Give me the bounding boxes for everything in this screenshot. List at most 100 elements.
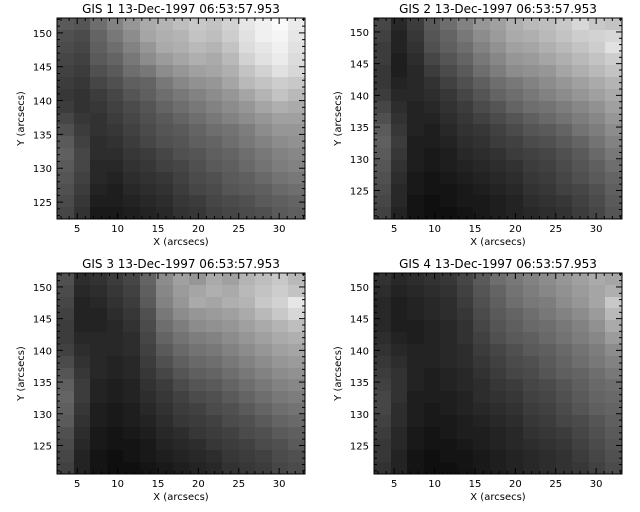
heatmap-cell [473,207,490,219]
heatmap-cell [57,450,74,462]
heatmap-cell [374,415,391,427]
heatmap-cell [473,332,490,344]
heatmap-cell [556,124,572,136]
heatmap-cell [255,297,272,308]
heatmap-cell [123,136,140,148]
heatmap-cell [107,368,123,379]
heatmap-cell [391,403,407,415]
heatmap-cell [173,160,189,172]
heatmap-cell [255,124,272,136]
heatmap-cell [239,415,255,427]
heatmap-cell [74,285,90,297]
heatmap-cell [156,297,173,308]
heatmap-cell [255,53,272,65]
heatmap-cell [374,439,391,450]
heatmap-cell [605,65,622,77]
heatmap-cell [523,427,539,439]
heatmap-cell [156,77,173,89]
heatmap-cell [173,403,189,415]
heatmap-cell [123,53,140,65]
heatmap-cell [206,124,222,136]
heatmap-cell [374,53,391,65]
heatmap-cell [107,77,123,89]
heatmap-cell [391,368,407,379]
heatmap-cell [288,379,305,391]
heatmap-cell [156,160,173,172]
heatmap-cell [589,332,605,344]
heatmap-cell [222,415,239,427]
heatmap-cell [206,160,222,172]
x-axis-label: X (arcsecs) [470,237,526,248]
heatmap-cell [123,160,140,172]
heatmap-cell [572,195,589,207]
heatmap-cell [255,462,272,474]
heatmap-cell [506,101,523,113]
heatmap-cell [506,273,523,285]
heatmap-cell [407,332,424,344]
heatmap-cell [589,368,605,379]
heatmap-cell [140,379,156,391]
heatmap-cell [107,136,123,148]
heatmap-cell [589,18,605,30]
heatmap-cell [74,148,90,160]
heatmap-cell [123,285,140,297]
heatmap-cell [440,160,457,172]
heatmap-cell [605,207,622,219]
heatmap-cell [239,379,255,391]
heatmap-cell [490,113,506,124]
heatmap-cell [206,356,222,368]
heatmap-cell [490,356,506,368]
heatmap-cell [239,356,255,368]
y-tick-label: 130 [33,164,52,175]
heatmap-cell [506,320,523,332]
heatmap-cell [57,356,74,368]
heatmap-cell [173,42,189,53]
y-tick-label: 125 [33,198,52,209]
heatmap-cell [424,273,440,285]
heatmap-cell [523,124,539,136]
plot-frame [373,17,623,220]
heatmap-cell [206,308,222,320]
heatmap-cell [490,124,506,136]
y-tick-label: 145 [33,63,52,74]
heatmap-cell [272,439,288,450]
heatmap-cell [589,297,605,308]
y-tick-label: 145 [33,315,52,326]
heatmap-cell [605,356,622,368]
heatmap-cell [57,297,74,308]
heatmap-cell [539,42,556,53]
heatmap-cell [90,136,107,148]
heatmap-cell [391,148,407,160]
heatmap-cell [589,42,605,53]
heatmap-cell [90,172,107,184]
heatmap-cell [523,101,539,113]
heatmap-cell [123,297,140,308]
heatmap-cell [490,18,506,30]
heatmap-cell [189,356,206,368]
heatmap-cell [605,136,622,148]
heatmap-cell [57,89,74,101]
heatmap-cell [424,18,440,30]
heatmap-cell [391,391,407,403]
heatmap-cell [140,113,156,124]
heatmap-cell [57,332,74,344]
heatmap-cell [288,113,305,124]
heatmap-cell [140,332,156,344]
heatmap-cell [206,113,222,124]
heatmap-cell [123,450,140,462]
heatmap-cell [222,462,239,474]
heatmap-cell [539,379,556,391]
heatmap-cell [605,391,622,403]
heatmap-cell [206,89,222,101]
heatmap-cell [473,172,490,184]
heatmap-cell [74,53,90,65]
heatmap-cell [391,18,407,30]
heatmap-cell [173,113,189,124]
heatmap-cell [572,160,589,172]
heatmap-cell [374,160,391,172]
heatmap-cell [255,403,272,415]
heatmap-cell [74,297,90,308]
heatmap-cell [255,368,272,379]
heatmap-cell [288,101,305,113]
x-tick-label: 15 [152,479,165,490]
